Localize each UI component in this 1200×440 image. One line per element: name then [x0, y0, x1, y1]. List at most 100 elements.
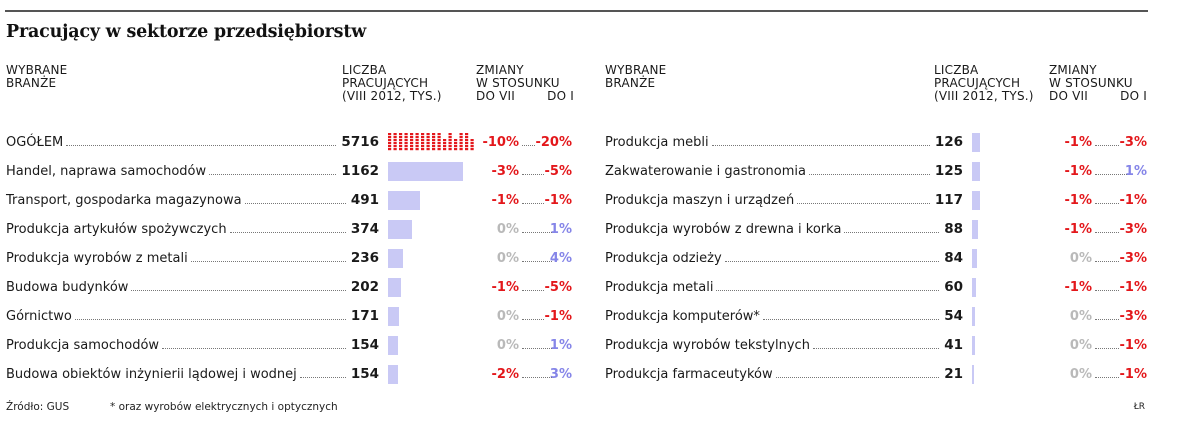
- total-mark: [426, 136, 430, 139]
- change-vs-i: -1%: [1119, 367, 1147, 382]
- total-mark: [388, 133, 392, 136]
- change-vs-i: 1%: [1124, 164, 1147, 179]
- total-mark: [399, 148, 403, 151]
- header-line: BRANŻE: [6, 76, 57, 90]
- change-vs-vii: -1%: [491, 280, 519, 295]
- total-mark: [459, 142, 463, 145]
- total-mark: [388, 145, 392, 148]
- total-mark: [454, 145, 458, 148]
- industry-label: Produkcja samochodów: [6, 338, 160, 353]
- total-mark: [432, 133, 436, 136]
- value-bar: [388, 162, 463, 181]
- table-row: Budowa obiektów inżynierii lądowej i wod…: [6, 360, 574, 389]
- change-vs-i: -3%: [1119, 309, 1147, 324]
- total-mark: [393, 139, 397, 142]
- change-vs-i: -1%: [544, 193, 572, 208]
- total-mark: [410, 145, 414, 148]
- dotted-leader-changes: [1095, 377, 1119, 378]
- total-mark: [470, 145, 474, 148]
- value-bar: [972, 336, 975, 355]
- dotted-leader: [244, 203, 346, 204]
- total-mark: [448, 133, 452, 136]
- dotted-leader-changes: [522, 319, 544, 320]
- table-row: Produkcja wyrobów z metali 236 0% 4%: [6, 244, 574, 273]
- industry-label: Produkcja wyrobów z drewna i korka: [605, 222, 842, 237]
- table-row: Zakwaterowanie i gastronomia 125 -1% 1%: [605, 157, 1150, 186]
- change-vs-vii: 0%: [1069, 338, 1092, 353]
- header-subcols: DO VII DO I: [476, 90, 574, 103]
- value-bar: [972, 220, 978, 239]
- footnote: * oraz wyrobów elektrycznych i optycznyc…: [110, 401, 338, 413]
- dotted-leader-changes: [522, 232, 552, 233]
- dotted-leader-changes: [522, 377, 552, 378]
- dotted-leader: [131, 290, 346, 291]
- header-industries: WYBRANE BRANŻE: [6, 64, 67, 90]
- dotted-leader-changes: [522, 348, 552, 349]
- value-bar: [388, 249, 404, 268]
- total-mark: [415, 139, 419, 142]
- total-mark: [399, 133, 403, 136]
- value-bar: [388, 191, 420, 210]
- employees-value: 154: [350, 366, 379, 382]
- dotted-leader-changes: [522, 203, 544, 204]
- change-vs-i: -3%: [1119, 251, 1147, 266]
- dotted-leader-changes: [522, 145, 535, 146]
- total-mark: [454, 148, 458, 151]
- total-mark: [393, 145, 397, 148]
- industry-label: Produkcja farmaceutyków: [605, 367, 773, 382]
- dotted-leader-changes: [522, 290, 544, 291]
- industry-label: Produkcja mebli: [605, 135, 709, 150]
- total-mark: [404, 133, 408, 136]
- dotted-leader: [74, 319, 346, 320]
- total-mark: [448, 145, 452, 148]
- header-line: ZMIANY: [476, 63, 524, 77]
- change-vs-vii: -1%: [491, 193, 519, 208]
- total-mark: [432, 145, 436, 148]
- employees-value: 171: [350, 308, 379, 324]
- dotted-leader-changes: [1095, 232, 1119, 233]
- value-bar: [972, 365, 974, 384]
- table-row: Produkcja komputerów* 54 0% -3%: [605, 302, 1150, 331]
- header-line: W STOSUNKU: [1049, 76, 1133, 90]
- header-subcols: DO VII DO I: [1049, 90, 1147, 103]
- total-mark: [426, 145, 430, 148]
- change-vs-i: -1%: [544, 309, 572, 324]
- header-changes: ZMIANY W STOSUNKU DO VII DO I: [1049, 64, 1147, 103]
- total-mark: [404, 139, 408, 142]
- total-mark: [470, 142, 474, 145]
- table-row: Produkcja farmaceutyków 21 0% -1%: [605, 360, 1150, 389]
- total-mark: [421, 148, 425, 151]
- total-mark: [393, 136, 397, 139]
- dotted-leader: [299, 377, 346, 378]
- value-bar: [388, 336, 398, 355]
- table-row: Produkcja mebli 126 -1% -3%: [605, 128, 1150, 157]
- total-mark: [399, 145, 403, 148]
- industry-label: OGÓŁEM: [6, 135, 64, 150]
- table-row: Produkcja samochodów 154 0% 1%: [6, 331, 574, 360]
- table-row: Górnictwo 171 0% -1%: [6, 302, 574, 331]
- change-vs-vii: -1%: [1064, 135, 1092, 150]
- total-mark: [415, 133, 419, 136]
- total-mark: [388, 142, 392, 145]
- total-mark: [393, 148, 397, 151]
- total-mark: [404, 136, 408, 139]
- table-row: Produkcja wyrobów tekstylnych 41 0% -1%: [605, 331, 1150, 360]
- industry-label: Handel, naprawa samochodów: [6, 164, 207, 179]
- change-vs-i: -1%: [1119, 280, 1147, 295]
- table-row: Produkcja maszyn i urządzeń 117 -1% -1%: [605, 186, 1150, 215]
- employees-value: 374: [350, 221, 379, 237]
- total-mark: [410, 139, 414, 142]
- total-mark: [410, 136, 414, 139]
- change-vs-vii: -10%: [482, 135, 519, 150]
- header-line: BRANŻE: [605, 76, 656, 90]
- change-vs-vii: 0%: [496, 338, 519, 353]
- total-mark: [443, 145, 447, 148]
- employees-value: 125: [934, 163, 963, 179]
- dotted-leader: [797, 203, 930, 204]
- change-vs-i: 4%: [549, 251, 572, 266]
- total-mark: [415, 145, 419, 148]
- change-vs-vii: 0%: [496, 309, 519, 324]
- total-mark: [404, 145, 408, 148]
- value-bar: [972, 307, 976, 326]
- source-note: Źródło: GUS: [6, 401, 70, 413]
